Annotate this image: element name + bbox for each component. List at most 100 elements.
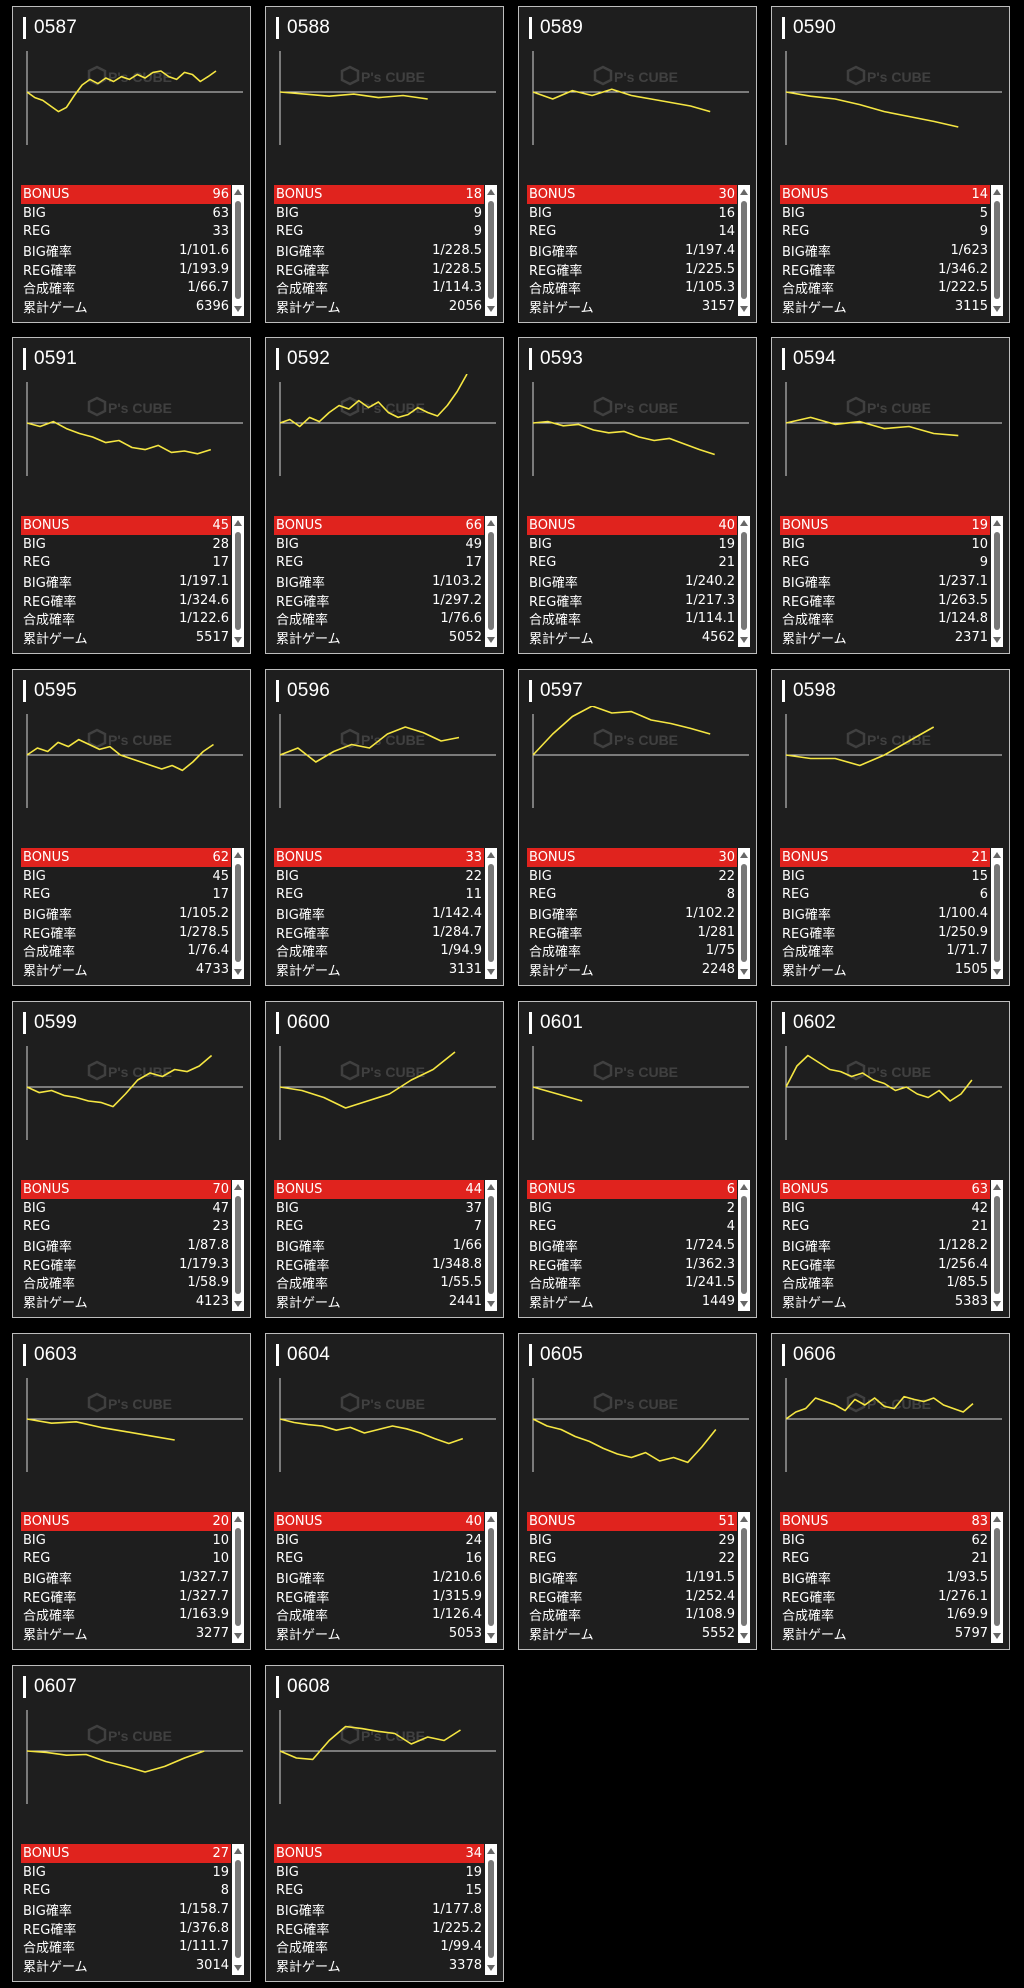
scroll-down-icon[interactable]	[234, 1965, 242, 1971]
machine-card-0608[interactable]: 0608 P's CUBE BONUS 34 BIG 19 REG 15 BIG確率 1/177.…	[265, 1665, 504, 1982]
stats-scrollbar[interactable]	[738, 848, 750, 979]
scroll-up-icon[interactable]	[234, 852, 242, 858]
scroll-down-icon[interactable]	[234, 1301, 242, 1307]
scroll-up-icon[interactable]	[740, 189, 748, 195]
machine-card-0602[interactable]: 0602 P's CUBE BONUS 63 BIG 42 REG 21 BIG確率 1/128.…	[771, 1001, 1010, 1318]
machine-card-0588[interactable]: 0588 P's CUBE BONUS 18 BIG 9 REG 9 BIG確率 1/228.5 R…	[265, 6, 504, 323]
machine-card-0603[interactable]: 0603 P's CUBE BONUS 20 BIG 10 REG 10 BIG確率 1/327.…	[12, 1333, 251, 1650]
scroll-thumb[interactable]	[235, 532, 241, 630]
scroll-down-icon[interactable]	[993, 637, 1001, 643]
scroll-down-icon[interactable]	[740, 969, 748, 975]
scroll-down-icon[interactable]	[487, 637, 495, 643]
scroll-up-icon[interactable]	[740, 1516, 748, 1522]
scroll-up-icon[interactable]	[234, 1516, 242, 1522]
machine-card-0593[interactable]: 0593 P's CUBE BONUS 40 BIG 19 REG 21 BIG確率 1/240.…	[518, 337, 757, 654]
scroll-down-icon[interactable]	[487, 969, 495, 975]
stats-scrollbar[interactable]	[485, 516, 497, 647]
machine-card-0604[interactable]: 0604 P's CUBE BONUS 40 BIG 24 REG 16 BIG確率 1/210.…	[265, 1333, 504, 1650]
stats-scrollbar[interactable]	[738, 516, 750, 647]
machine-card-0587[interactable]: 0587 P's CUBE BONUS 96 BIG 63 REG 33 BIG確率 1/101.…	[12, 6, 251, 323]
scroll-down-icon[interactable]	[487, 1301, 495, 1307]
scroll-thumb[interactable]	[235, 201, 241, 299]
scroll-up-icon[interactable]	[234, 1848, 242, 1854]
scroll-up-icon[interactable]	[487, 1184, 495, 1190]
scroll-up-icon[interactable]	[234, 189, 242, 195]
scroll-up-icon[interactable]	[993, 852, 1001, 858]
machine-card-0599[interactable]: 0599 P's CUBE BONUS 70 BIG 47 REG 23 BIG確率 1/87.8…	[12, 1001, 251, 1318]
scroll-thumb[interactable]	[741, 1196, 747, 1294]
scroll-down-icon[interactable]	[487, 1633, 495, 1639]
scroll-up-icon[interactable]	[487, 189, 495, 195]
scroll-thumb[interactable]	[741, 1528, 747, 1626]
scroll-thumb[interactable]	[741, 532, 747, 630]
machine-card-0592[interactable]: 0592 P's CUBE BONUS 66 BIG 49 REG 17 BIG確率 1/103.…	[265, 337, 504, 654]
machine-card-0605[interactable]: 0605 P's CUBE BONUS 51 BIG 29 REG 22 BIG確率 1/191.…	[518, 1333, 757, 1650]
scroll-up-icon[interactable]	[234, 520, 242, 526]
scroll-up-icon[interactable]	[487, 520, 495, 526]
stats-scrollbar[interactable]	[232, 1844, 244, 1975]
scroll-up-icon[interactable]	[993, 520, 1001, 526]
scroll-thumb[interactable]	[741, 201, 747, 299]
scroll-down-icon[interactable]	[993, 1301, 1001, 1307]
scroll-up-icon[interactable]	[487, 1516, 495, 1522]
scroll-up-icon[interactable]	[993, 1184, 1001, 1190]
scroll-thumb[interactable]	[488, 1860, 494, 1958]
scroll-down-icon[interactable]	[487, 306, 495, 312]
scroll-up-icon[interactable]	[740, 1184, 748, 1190]
scroll-down-icon[interactable]	[740, 637, 748, 643]
scroll-thumb[interactable]	[994, 1528, 1000, 1626]
machine-card-0607[interactable]: 0607 P's CUBE BONUS 27 BIG 19 REG 8 BIG確率 1/158.7…	[12, 1665, 251, 1982]
machine-card-0595[interactable]: 0595 P's CUBE BONUS 62 BIG 45 REG 17 BIG確率 1/105.…	[12, 669, 251, 986]
machine-card-0594[interactable]: 0594 P's CUBE BONUS 19 BIG 10 REG 9 BIG確率 1/237.1…	[771, 337, 1010, 654]
machine-card-0597[interactable]: 0597 P's CUBE BONUS 30 BIG 22 REG 8 BIG確率 1/102.2…	[518, 669, 757, 986]
scroll-down-icon[interactable]	[740, 1633, 748, 1639]
scroll-up-icon[interactable]	[487, 1848, 495, 1854]
machine-card-0591[interactable]: 0591 P's CUBE BONUS 45 BIG 28 REG 17 BIG確率 1/197.…	[12, 337, 251, 654]
stats-scrollbar[interactable]	[991, 848, 1003, 979]
scroll-thumb[interactable]	[488, 1528, 494, 1626]
scroll-thumb[interactable]	[235, 1528, 241, 1626]
scroll-down-icon[interactable]	[234, 969, 242, 975]
machine-card-0589[interactable]: 0589 P's CUBE BONUS 30 BIG 16 REG 14 BIG確率 1/197.…	[518, 6, 757, 323]
scroll-thumb[interactable]	[235, 864, 241, 962]
stats-scrollbar[interactable]	[991, 1180, 1003, 1311]
stats-scrollbar[interactable]	[232, 848, 244, 979]
scroll-up-icon[interactable]	[993, 1516, 1001, 1522]
scroll-thumb[interactable]	[488, 532, 494, 630]
scroll-thumb[interactable]	[994, 1196, 1000, 1294]
scroll-down-icon[interactable]	[740, 306, 748, 312]
scroll-thumb[interactable]	[488, 1196, 494, 1294]
stats-scrollbar[interactable]	[485, 185, 497, 316]
scroll-down-icon[interactable]	[234, 637, 242, 643]
scroll-thumb[interactable]	[488, 201, 494, 299]
machine-card-0601[interactable]: 0601 P's CUBE BONUS 6 BIG 2 REG 4 BIG確率 1/724.5 RE…	[518, 1001, 757, 1318]
stats-scrollbar[interactable]	[738, 1180, 750, 1311]
stats-scrollbar[interactable]	[738, 1512, 750, 1643]
scroll-down-icon[interactable]	[234, 1633, 242, 1639]
machine-card-0606[interactable]: 0606 P's CUBE BONUS 83 BIG 62 REG 21 BIG確率 1/93.5…	[771, 1333, 1010, 1650]
scroll-up-icon[interactable]	[487, 852, 495, 858]
stats-scrollbar[interactable]	[991, 185, 1003, 316]
stats-scrollbar[interactable]	[232, 516, 244, 647]
scroll-thumb[interactable]	[994, 201, 1000, 299]
scroll-thumb[interactable]	[994, 864, 1000, 962]
scroll-thumb[interactable]	[488, 864, 494, 962]
scroll-up-icon[interactable]	[740, 852, 748, 858]
scroll-thumb[interactable]	[235, 1196, 241, 1294]
machine-card-0596[interactable]: 0596 P's CUBE BONUS 33 BIG 22 REG 11 BIG確率 1/142.…	[265, 669, 504, 986]
scroll-up-icon[interactable]	[740, 520, 748, 526]
stats-scrollbar[interactable]	[485, 1844, 497, 1975]
machine-card-0598[interactable]: 0598 P's CUBE BONUS 21 BIG 15 REG 6 BIG確率 1/100.4…	[771, 669, 1010, 986]
stats-scrollbar[interactable]	[485, 1180, 497, 1311]
scroll-down-icon[interactable]	[234, 306, 242, 312]
scroll-thumb[interactable]	[741, 864, 747, 962]
stats-scrollbar[interactable]	[738, 185, 750, 316]
scroll-down-icon[interactable]	[993, 969, 1001, 975]
stats-scrollbar[interactable]	[232, 185, 244, 316]
scroll-thumb[interactable]	[994, 532, 1000, 630]
scroll-down-icon[interactable]	[993, 1633, 1001, 1639]
stats-scrollbar[interactable]	[991, 1512, 1003, 1643]
machine-card-0590[interactable]: 0590 P's CUBE BONUS 14 BIG 5 REG 9 BIG確率 1/623 REG…	[771, 6, 1010, 323]
stats-scrollbar[interactable]	[991, 516, 1003, 647]
stats-scrollbar[interactable]	[232, 1512, 244, 1643]
